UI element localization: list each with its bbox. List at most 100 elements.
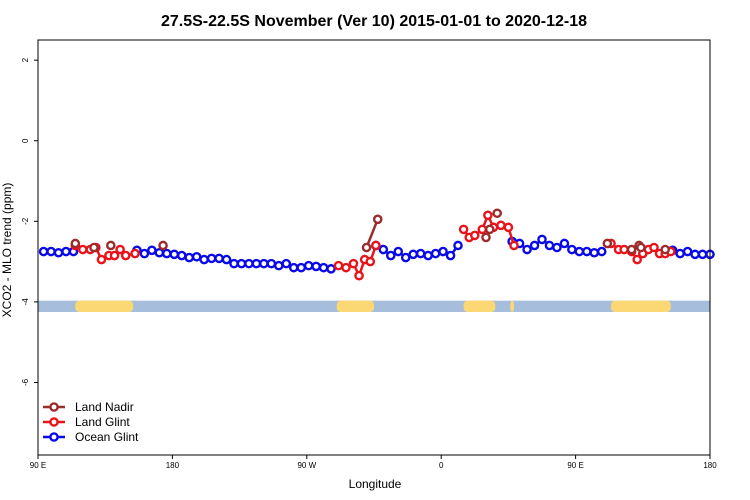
data-point [453,240,463,251]
x-tick-label: 180 [703,461,717,470]
surface-band [38,300,710,312]
data-point [161,248,172,259]
data-point [147,245,157,256]
data-point [191,251,202,262]
data-point [408,249,419,260]
data-point [697,249,708,260]
series-land-nadir [70,208,671,255]
legend-label: Land Glint [75,415,130,429]
data-point [544,240,555,251]
data-point [354,270,364,281]
data-point [333,260,344,271]
data-point [281,258,292,269]
data-point [682,246,693,257]
data-point [296,262,307,273]
data-point [221,254,232,265]
land-band-segment [611,300,671,312]
data-point [477,224,488,235]
data-point [259,258,269,269]
land-band-segment [510,300,514,312]
data-point [244,258,254,269]
data-point [176,250,187,261]
data-point [636,242,646,253]
legend-marker [49,432,59,442]
data-point [582,246,592,257]
data-point [596,246,607,257]
data-point [70,238,81,249]
data-point [89,242,99,253]
x-tick-label: 90 E [567,461,583,470]
x-tick-label: 0 [439,461,444,470]
data-point [552,242,562,253]
x-axis-label: Longitude [349,477,402,491]
data-point [690,249,700,260]
data-point [109,250,120,261]
data-point [503,222,514,233]
land-band-segment [463,300,496,312]
data-point [38,246,49,257]
series-layer [38,208,715,281]
land-band-segment [75,300,134,312]
data-point [348,258,359,269]
data-point [251,258,262,269]
legend-marker [49,402,59,412]
y-tick-label: 2 [21,57,30,62]
data-point [158,240,168,251]
chart-title: 27.5S-22.5S November (Ver 10) 2015-01-01… [161,13,587,30]
data-point [361,242,372,253]
data-point [496,220,506,231]
data-point [458,224,469,235]
data-point [61,246,71,257]
data-point [660,244,671,255]
data-point [484,224,495,235]
data-point [400,252,411,263]
y-tick-label: 0 [21,138,30,143]
data-point [602,238,613,249]
series-line [365,218,379,248]
data-point [438,246,448,257]
data-point [445,250,456,261]
data-point [509,240,519,251]
data-point [365,256,376,267]
data-point [326,264,336,274]
axes-layer: 90 E 180 90 W 0 90 E 180 2 0 -2 -4 -6 [21,57,717,470]
data-point [318,262,329,273]
data-point [78,244,88,255]
data-point [371,240,381,251]
y-tick-label: -4 [21,298,30,306]
data-point [567,244,577,255]
data-point [311,261,321,272]
data-point [53,247,64,258]
data-point [649,242,659,253]
data-point [619,244,629,255]
data-point [559,238,570,249]
data-point [481,232,491,243]
data-point [199,254,209,265]
y-tick-label: -6 [21,378,30,386]
x-tick-label: 90 E [30,461,46,470]
data-point [469,230,480,241]
data-point [492,208,503,219]
data-point [46,246,56,257]
data-point [154,247,165,258]
data-point [266,258,277,269]
land-band-segment [336,300,374,312]
data-point [206,253,217,264]
data-point [589,247,600,258]
data-point [430,248,441,259]
data-point [106,240,116,251]
data-point [139,248,150,259]
data-point [423,250,433,261]
x-tick-label: 90 W [297,461,316,470]
data-point [214,253,224,264]
data-point [372,214,383,225]
data-point [303,260,314,271]
legend-marker [49,417,59,427]
data-point [529,240,540,251]
data-point [483,210,493,221]
data-point [184,252,194,263]
data-point [236,258,247,269]
data-point [378,244,389,255]
